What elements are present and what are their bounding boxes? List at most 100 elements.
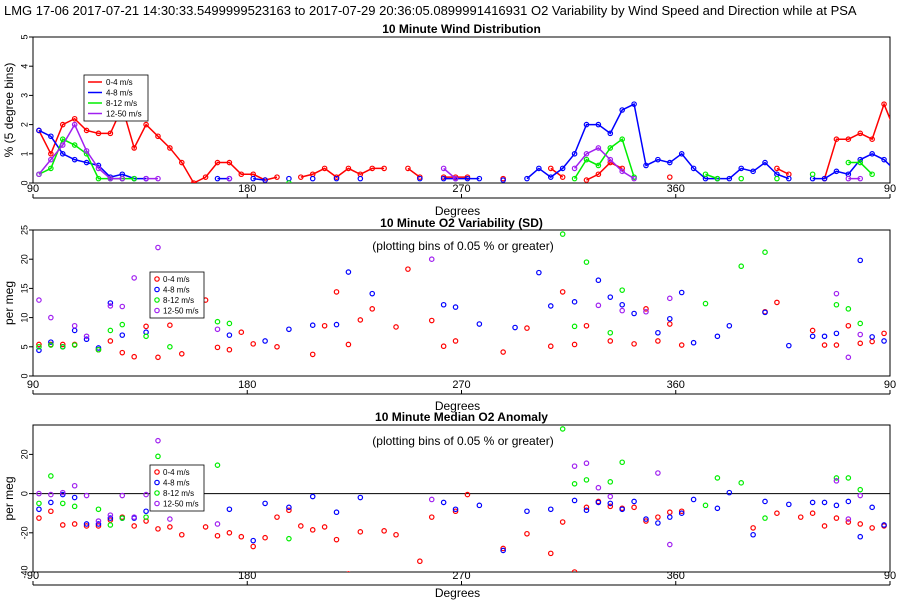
data-point-0-4-m-s [238, 533, 245, 540]
y-tick-label: 0 [19, 180, 29, 185]
data-point-0-4-m-s [286, 507, 292, 514]
data-point-8-12-m-s [143, 514, 149, 520]
data-point-4-8-m-s [536, 269, 542, 276]
legend-label: 0-4 m/s [163, 275, 190, 284]
data-point-8-12-m-s [583, 259, 590, 265]
y-tick-label: 5 [19, 34, 29, 39]
x-tick-label: 90 [27, 570, 39, 582]
data-point-4-8-m-s [262, 338, 268, 344]
data-point-12-50-m-s [595, 302, 602, 309]
data-point-4-8-m-s [333, 321, 340, 328]
data-point-4-8-m-s [417, 175, 423, 182]
data-point-0-4-m-s [59, 522, 66, 528]
data-point-0-4-m-s [631, 341, 637, 347]
data-point-8-12-m-s [95, 175, 102, 182]
legend-swatch-12-50-m-s [154, 500, 160, 507]
x-tick-label: 180 [238, 379, 256, 391]
data-point-12-50-m-s [845, 516, 852, 522]
data-point-4-8-m-s [440, 499, 447, 506]
data-point-0-4-m-s [167, 145, 173, 151]
data-point-0-4-m-s [119, 349, 126, 356]
data-point-8-12-m-s [155, 453, 161, 460]
data-point-4-8-m-s [286, 175, 292, 182]
data-point-0-4-m-s [845, 322, 852, 329]
data-point-0-4-m-s [71, 115, 78, 122]
data-point-0-4-m-s [607, 503, 614, 510]
data-point-0-4-m-s [226, 159, 233, 166]
data-point-8-12-m-s [559, 231, 566, 237]
data-point-0-4-m-s [345, 341, 352, 348]
data-point-4-8-m-s [345, 269, 352, 275]
data-point-4-8-m-s [607, 130, 614, 137]
data-point-12-50-m-s [655, 470, 661, 476]
data-point-4-8-m-s [369, 290, 376, 297]
data-point-4-8-m-s [894, 169, 898, 173]
data-point-0-4-m-s [524, 325, 530, 331]
series-line-4-8-m-s [526, 103, 790, 180]
data-point-8-12-m-s [143, 333, 149, 340]
data-point-4-8-m-s [786, 501, 792, 508]
data-point-0-4-m-s [666, 321, 673, 327]
data-point-0-4-m-s [833, 136, 840, 143]
data-point-12-50-m-s [607, 156, 614, 163]
data-point-4-8-m-s [619, 107, 625, 113]
data-point-8-12-m-s [869, 171, 875, 178]
data-point-0-4-m-s [83, 523, 90, 529]
data-point-0-4-m-s [298, 523, 304, 529]
data-point-8-12-m-s [71, 142, 78, 148]
data-point-0-4-m-s [452, 338, 459, 344]
data-point-4-8-m-s [333, 175, 340, 182]
data-point-4-8-m-s [619, 301, 625, 308]
data-point-8-12-m-s [595, 162, 602, 169]
data-point-4-8-m-s [655, 329, 661, 336]
data-point-0-4-m-s [155, 354, 161, 361]
y-tick-label: -40 [19, 565, 29, 578]
data-point-8-12-m-s [845, 159, 852, 166]
data-point-8-12-m-s [607, 479, 614, 485]
data-point-0-4-m-s [369, 306, 376, 312]
data-point-4-8-m-s [547, 303, 554, 309]
data-point-8-12-m-s [59, 500, 66, 507]
data-point-0-4-m-s [774, 510, 780, 517]
data-point-4-8-m-s [714, 505, 721, 512]
data-point-0-4-m-s [167, 524, 173, 530]
data-point-0-4-m-s [894, 525, 898, 529]
data-point-12-50-m-s [428, 256, 435, 263]
data-point-8-12-m-s [48, 473, 54, 479]
data-point-12-50-m-s [48, 314, 54, 321]
data-point-8-12-m-s [857, 486, 864, 493]
data-point-0-4-m-s [71, 521, 78, 527]
legend-label: 4-8 m/s [163, 479, 190, 488]
data-point-8-12-m-s [619, 459, 625, 466]
data-point-0-4-m-s [321, 322, 328, 329]
legend-swatch-12-50-m-s [154, 307, 160, 314]
data-point-0-4-m-s [452, 508, 459, 515]
data-point-0-4-m-s [809, 327, 816, 334]
data-point-0-4-m-s [48, 508, 54, 515]
data-point-12-50-m-s [845, 354, 852, 361]
data-point-4-8-m-s [571, 151, 578, 157]
data-point-8-12-m-s [845, 475, 852, 481]
data-point-4-8-m-s [571, 497, 578, 504]
data-point-12-50-m-s [143, 175, 149, 182]
data-point-0-4-m-s [357, 529, 364, 535]
data-point-12-50-m-s [440, 165, 447, 172]
data-point-4-8-m-s [643, 516, 649, 522]
y-tick-label: 20 [19, 254, 29, 264]
data-point-4-8-m-s [500, 177, 506, 183]
data-point-12-50-m-s [619, 307, 625, 314]
data-point-8-12-m-s [833, 475, 840, 481]
data-point-0-4-m-s [59, 121, 66, 128]
data-point-4-8-m-s [726, 489, 733, 496]
data-point-0-4-m-s [357, 317, 364, 323]
data-point-0-4-m-s [274, 174, 280, 180]
data-point-4-8-m-s [48, 133, 54, 140]
data-point-0-4-m-s [59, 341, 66, 348]
data-point-12-50-m-s [619, 168, 625, 175]
y-tick-label: 3 [19, 93, 29, 98]
data-point-0-4-m-s [857, 340, 864, 347]
data-point-12-50-m-s [857, 331, 864, 338]
data-point-0-4-m-s [881, 330, 887, 337]
data-point-4-8-m-s [119, 332, 126, 338]
data-point-0-4-m-s [774, 165, 780, 172]
